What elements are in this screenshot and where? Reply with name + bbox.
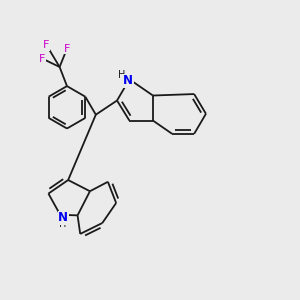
Text: N: N bbox=[123, 74, 133, 87]
Text: F: F bbox=[64, 44, 70, 54]
Text: N: N bbox=[58, 211, 68, 224]
Text: F: F bbox=[39, 54, 46, 64]
Text: H: H bbox=[59, 219, 67, 229]
Text: F: F bbox=[43, 40, 50, 50]
Text: H: H bbox=[118, 70, 126, 80]
